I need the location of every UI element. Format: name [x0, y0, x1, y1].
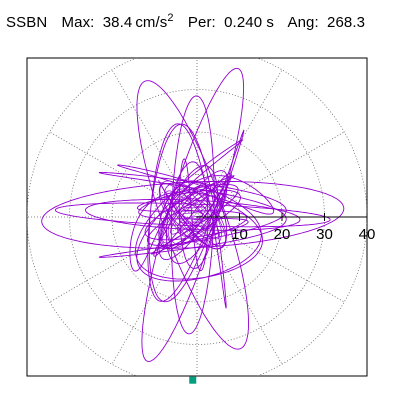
max-label: Max: [61, 14, 95, 31]
ang-value: 268.3 [327, 14, 366, 31]
max-value: 38.4 [102, 14, 133, 31]
radial-tick-label: 40 [359, 226, 376, 243]
motion-trace [41, 67, 345, 362]
grid-spoke [196, 131, 345, 218]
max-value-group: 38.4 cm/s2 [102, 12, 174, 31]
grid-spoke [49, 131, 198, 218]
grid-spoke [49, 216, 198, 303]
peak-marker-group [189, 376, 197, 384]
trace-loop [117, 139, 263, 282]
max-unit-exponent: 2 [167, 12, 174, 24]
grid-spoke [196, 216, 345, 303]
per-value: 0.240 s [224, 14, 275, 31]
trace-loop [170, 95, 215, 335]
ang-label: Ang: [287, 14, 319, 31]
trace-loop [141, 67, 245, 362]
trace-loop [98, 171, 287, 258]
trace-loop [153, 158, 232, 272]
station-code: SSBN [6, 14, 48, 31]
grid-spoke [111, 69, 198, 218]
max-unit: cm/s [135, 14, 168, 31]
trace-loop [54, 202, 331, 228]
per-label: Per: [187, 14, 216, 31]
radial-tick-label: 10 [231, 226, 248, 243]
peak-marker [189, 376, 197, 384]
grid-spoke [196, 216, 283, 365]
radial-tick-label: 20 [274, 226, 291, 243]
radial-tick-label: 30 [316, 226, 333, 243]
chart-title: SSBN Max: 38.4 cm/s2 Per: 0.240 s Ang: 26… [6, 12, 375, 31]
trace-loop [41, 180, 345, 249]
trace-loop [136, 80, 249, 350]
radial-axis: 10 20 30 40 [197, 213, 375, 243]
trace-core [158, 180, 228, 250]
trace-loop [129, 175, 275, 272]
